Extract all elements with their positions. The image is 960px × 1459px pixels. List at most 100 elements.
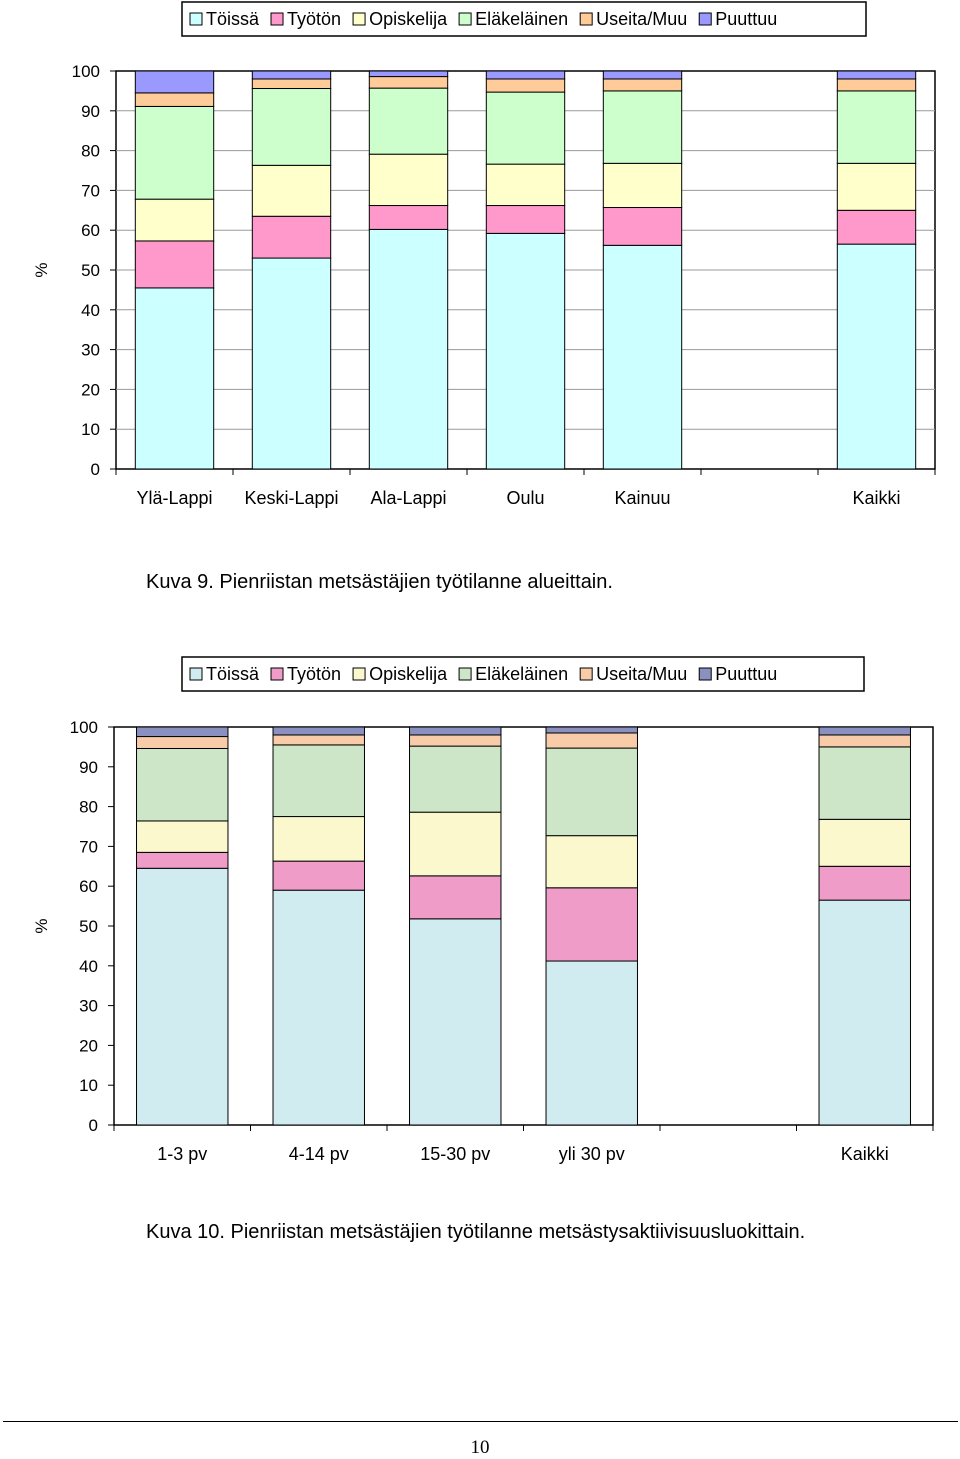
bar-segment-kainuu-opiskelija — [602, 162, 683, 209]
y-tick-label: 90 — [81, 102, 100, 121]
bar-segment-yla-lappi-tyoton — [134, 240, 215, 289]
bar-segment-15-30-pv-elakelainen — [409, 745, 502, 813]
bar-segment-4-14-pv-tyoton — [272, 860, 365, 891]
legend-label-elakelainen: Eläkeläinen — [475, 9, 568, 29]
bar-segment-yla-lappi-useita-muu — [134, 92, 215, 107]
x-category-label: Oulu — [506, 488, 544, 508]
legend-swatch-useita-muu — [579, 12, 593, 26]
bar-segment-yli-30-pv-puuttuu — [545, 726, 638, 734]
bar-segment-kaikki-tyoton — [818, 865, 911, 901]
x-category-label: Kaikki — [841, 1144, 889, 1164]
y-tick-label: 100 — [72, 62, 100, 81]
caption-figure-10: Kuva 10. Pienriistan metsästäjien työtil… — [146, 1221, 806, 1243]
plot-area — [113, 726, 934, 1126]
bar-segment-yli-30-pv-toissa — [545, 960, 638, 1126]
bar-segment-keski-lappi-useita-muu — [251, 78, 332, 90]
legend-label-useita-muu: Useita/Muu — [596, 664, 687, 684]
legend-swatch-toissa — [189, 667, 203, 681]
bar-segment-keski-lappi-puuttuu — [251, 70, 332, 80]
bar-segment-4-14-pv-elakelainen — [272, 744, 365, 818]
legend-label-opiskelija: Opiskelija — [369, 664, 448, 684]
legend-swatch-elakelainen — [458, 12, 472, 26]
bar-segment-kaikki-toissa — [818, 899, 911, 1126]
bar-segment-kaikki-tyoton — [836, 209, 917, 245]
y-axis-label: % — [32, 262, 51, 277]
bar-segment-kainuu-toissa — [602, 244, 683, 470]
bar-segment-4-14-pv-toissa — [272, 889, 365, 1126]
bar-segment-yla-lappi-puuttuu — [134, 70, 215, 94]
x-category-label: Ylä-Lappi — [136, 488, 212, 508]
bar-segment-ala-lappi-elakelainen — [368, 87, 449, 155]
y-tick-label: 70 — [81, 181, 100, 200]
legend-swatch-useita-muu — [579, 667, 593, 681]
bar-segment-oulu-puuttuu — [485, 70, 566, 80]
x-category-label: 15-30 pv — [420, 1144, 490, 1164]
y-tick-label: 80 — [81, 142, 100, 161]
bar-segment-kaikki-opiskelija — [836, 162, 917, 211]
legend-swatch-toissa — [189, 12, 203, 26]
bar-segment-yli-30-pv-tyoton — [545, 887, 638, 962]
bar-segment-yla-lappi-elakelainen — [134, 105, 215, 200]
bar-segment-4-14-pv-useita-muu — [272, 734, 365, 746]
bar-segment-kaikki-elakelainen — [818, 746, 911, 820]
bar-segment-oulu-opiskelija — [485, 163, 566, 207]
y-tick-label: 10 — [79, 1076, 98, 1095]
y-tick-label: 50 — [79, 917, 98, 936]
y-tick-label: 40 — [81, 301, 100, 320]
legend-label-toissa: Töissä — [206, 664, 260, 684]
y-tick-label: 0 — [91, 460, 100, 479]
bar-segment-kaikki-puuttuu — [836, 70, 917, 80]
bar-segment-kaikki-opiskelija — [818, 818, 911, 867]
bar-segment-4-14-pv-puuttuu — [272, 726, 365, 736]
bar-segment-yla-lappi-toissa — [134, 287, 215, 470]
x-category-label: 1-3 pv — [157, 1144, 207, 1164]
legend-label-toissa: Töissä — [206, 9, 260, 29]
footer-rule — [3, 1421, 958, 1422]
x-category-label: Keski-Lappi — [244, 488, 338, 508]
legend-label-elakelainen: Eläkeläinen — [475, 664, 568, 684]
y-tick-label: 90 — [79, 758, 98, 777]
chart-figure-10: Töissä Työtön Opiskelija Eläkeläinen Useita/… — [32, 656, 934, 1164]
bar-segment-4-14-pv-opiskelija — [272, 816, 365, 862]
x-category-label: Kainuu — [614, 488, 670, 508]
legend-swatch-opiskelija — [352, 667, 366, 681]
chart-figure-9: Töissä Työtön Opiskelija Eläkeläinen Useita/… — [32, 1, 936, 508]
x-category-label: Ala-Lappi — [370, 488, 446, 508]
legend-swatch-tyoton — [270, 667, 284, 681]
bar-segment-keski-lappi-elakelainen — [251, 88, 332, 166]
legend-label-useita-muu: Useita/Muu — [596, 9, 687, 29]
bar-segment-kainuu-useita-muu — [602, 78, 683, 92]
y-tick-label: 30 — [79, 997, 98, 1016]
bar-segment-keski-lappi-toissa — [251, 257, 332, 470]
bar-segment-15-30-pv-tyoton — [409, 875, 502, 920]
bar-segment-15-30-pv-puuttuu — [409, 726, 502, 736]
bar-segment-15-30-pv-opiskelija — [409, 811, 502, 877]
bar-segment-ala-lappi-opiskelija — [368, 153, 449, 207]
bar-segment-kaikki-toissa — [836, 243, 917, 470]
bar-segment-oulu-useita-muu — [485, 78, 566, 93]
y-tick-label: 60 — [81, 221, 100, 240]
bar-segment-1-3-pv-toissa — [136, 867, 229, 1126]
bar-segment-kainuu-elakelainen — [602, 90, 683, 164]
bar-segment-kaikki-useita-muu — [836, 78, 917, 92]
y-tick-label: 0 — [89, 1116, 98, 1135]
bar-segment-15-30-pv-toissa — [409, 918, 502, 1126]
bar-segment-keski-lappi-opiskelija — [251, 164, 332, 217]
y-tick-label: 20 — [79, 1036, 98, 1055]
bar-segment-kainuu-tyoton — [602, 207, 683, 246]
legend-swatch-elakelainen — [458, 667, 472, 681]
bar-segment-1-3-pv-useita-muu — [136, 736, 229, 749]
bar-segment-kaikki-useita-muu — [818, 734, 911, 748]
y-tick-label: 70 — [79, 837, 98, 856]
bar-segment-1-3-pv-tyoton — [136, 851, 229, 869]
legend-label-opiskelija: Opiskelija — [369, 9, 448, 29]
y-tick-label: 100 — [70, 718, 98, 737]
x-category-label: Kaikki — [852, 488, 900, 508]
bar-segment-ala-lappi-tyoton — [368, 205, 449, 230]
legend-swatch-opiskelija — [352, 12, 366, 26]
bar-segment-kaikki-elakelainen — [836, 90, 917, 164]
legend-box — [181, 656, 865, 692]
legend-swatch-puuttuu — [698, 667, 712, 681]
bar-segment-1-3-pv-elakelainen — [136, 747, 229, 822]
bar-segment-yla-lappi-opiskelija — [134, 198, 215, 242]
